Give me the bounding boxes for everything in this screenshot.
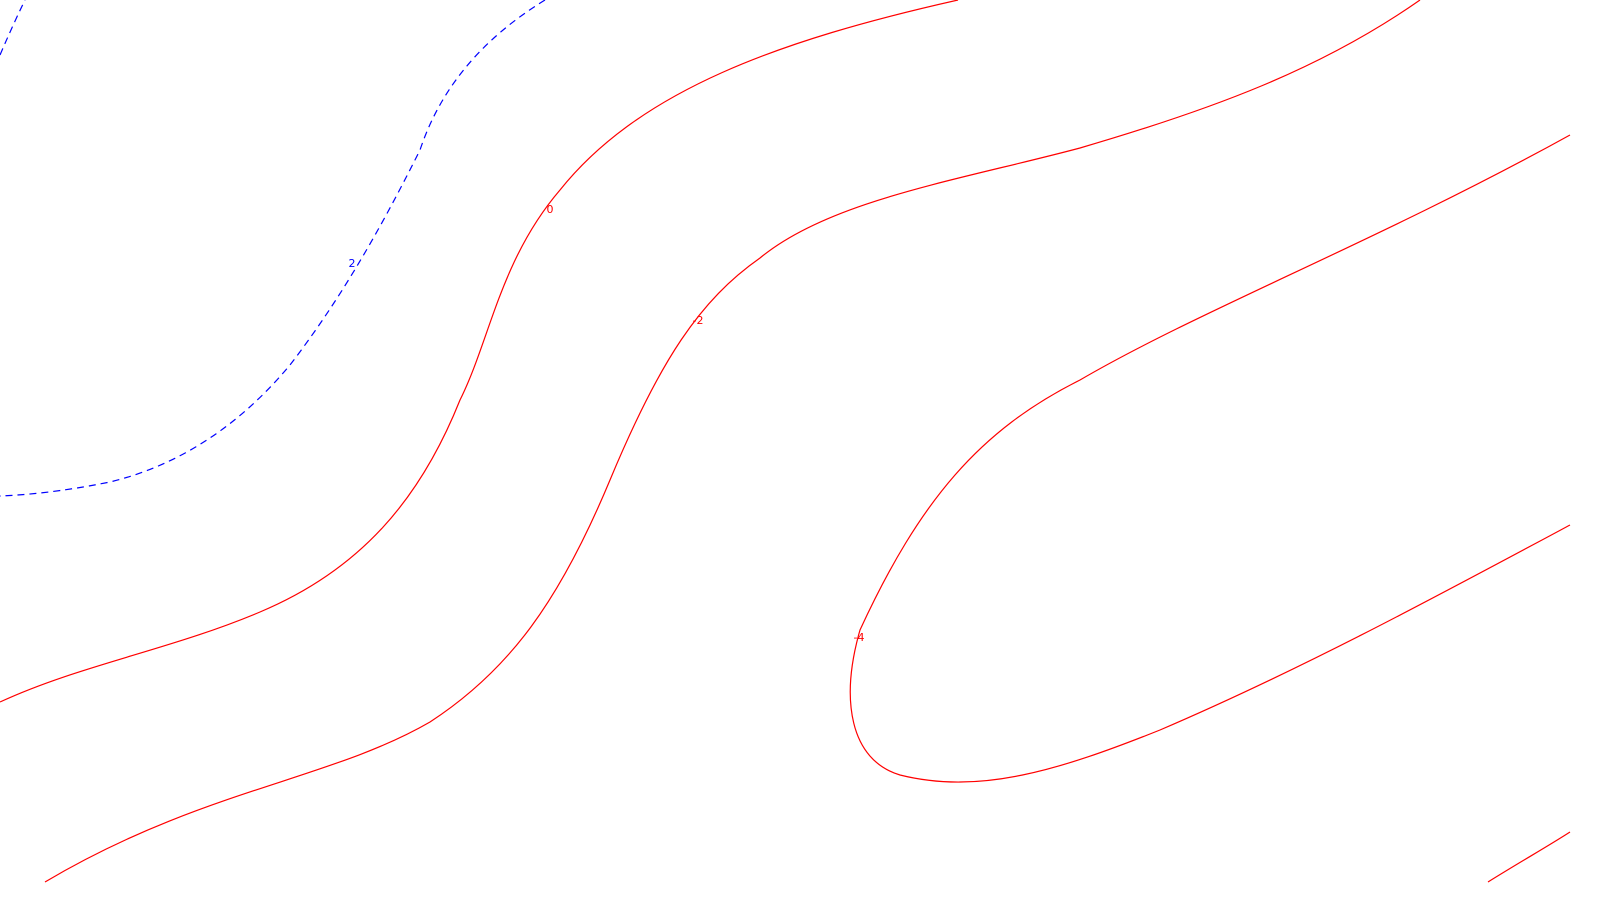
contour-label-neg2: -2	[693, 314, 704, 327]
contour-label-pos2: 2	[349, 257, 356, 270]
contour-level-pos2: 2	[0, 0, 546, 497]
contour-level-neg2: -2	[44, 0, 1421, 883]
contour-level-neg4: -4	[849, 134, 1571, 883]
contour-level-0: 0	[0, 0, 959, 703]
contour-line-neg2	[44, 0, 1421, 883]
contour-label-neg4: -4	[854, 631, 865, 644]
contour-label-0: 0	[547, 203, 554, 216]
contour-line-neg4	[849, 134, 1571, 783]
contour-line-pos2	[0, 0, 546, 497]
contour-line-0	[0, 0, 959, 703]
contour-line-neg4-corner	[1487, 831, 1571, 883]
